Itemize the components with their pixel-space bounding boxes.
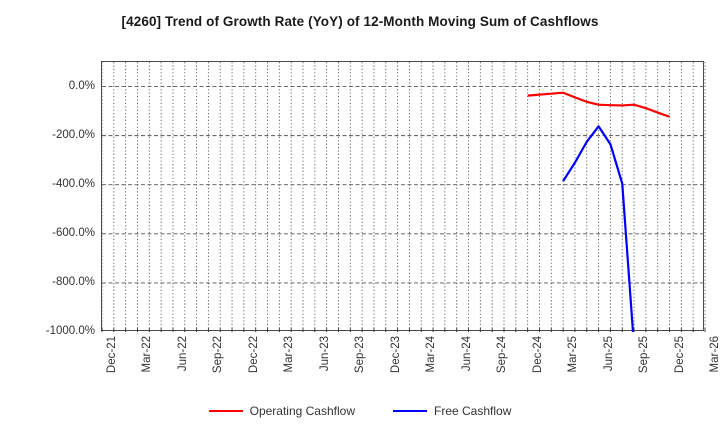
plot-area [101,61,706,332]
legend-item[interactable]: Operating Cashflow [208,404,355,418]
x-axis-tick-label: Mar-24 [425,336,438,373]
x-axis-tick-label: Sep-24 [496,336,509,374]
legend-color-swatch [393,410,427,412]
x-axis-tick-label: Dec-21 [106,336,118,374]
x-axis-tick-label: Jun-23 [318,336,331,372]
legend-label: Free Cashflow [434,404,512,418]
x-axis-tick-label: Dec-22 [247,336,260,374]
x-axis-tick-label: Dec-25 [673,336,686,374]
x-axis-tick-label: Sep-25 [638,336,651,374]
x-axis-tick-label: Sep-23 [354,336,367,374]
x-axis-tick-label: Jun-25 [602,336,615,372]
data-series-lines [102,62,705,332]
series-line [563,126,634,332]
x-axis-tick-label: Dec-24 [531,336,544,374]
legend-color-swatch [208,410,243,412]
x-axis-tick-label: Mar-22 [141,336,154,373]
y-axis-tick-label: -400.0% [52,177,95,190]
legend-item[interactable]: Free Cashflow [393,404,511,418]
x-axis-tick-label: Sep-22 [212,336,225,374]
x-axis-tick-label: Mar-26 [709,336,720,373]
y-axis-tick-labels: 0.0% -200.0% -400.0% -600.0% -800.0% -1000.0% [0,0,95,440]
x-axis-tick-label: Mar-25 [567,336,580,373]
x-axis-tick-label: Dec-23 [389,336,402,374]
chart-title: [4260] Trend of Growth Rate (YoY) of 12-… [121,14,599,29]
y-axis-tick-label: -200.0% [52,128,95,141]
x-axis-tick-label: Jun-24 [460,336,473,372]
y-axis-tick-label: -1000.0% [45,325,95,337]
series-line [528,93,670,117]
x-axis-tick-label: Jun-22 [176,336,189,372]
x-axis-tick-label: Mar-23 [283,336,296,373]
y-axis-tick-label: 0.0% [68,79,95,92]
chart-legend: Operating Cashflow Free Cashflow [0,404,720,418]
y-axis-tick-label: -800.0% [52,275,95,288]
y-axis-tick-label: -600.0% [52,226,95,239]
legend-label: Operating Cashflow [249,404,355,418]
grid-lines [101,62,706,332]
